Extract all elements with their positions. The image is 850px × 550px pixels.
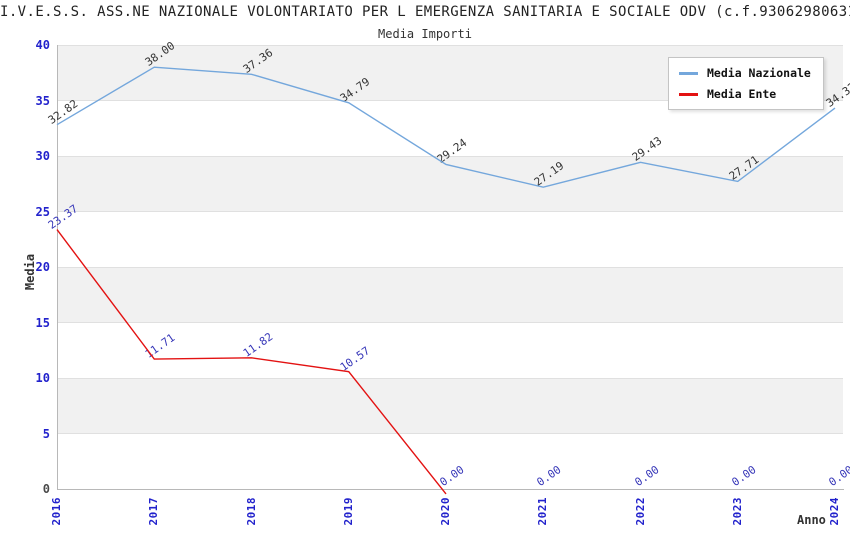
x-tick-label: 2018 bbox=[244, 497, 258, 526]
y-tick-label: 5 bbox=[42, 426, 50, 441]
gridline bbox=[57, 211, 843, 212]
data-label: 34.32 bbox=[823, 80, 850, 110]
line-media-ente bbox=[56, 229, 447, 495]
x-tick-label: 2024 bbox=[828, 497, 841, 526]
data-label: 0.00 bbox=[826, 463, 850, 489]
legend-line-swatch-blue bbox=[679, 71, 698, 75]
gridline bbox=[57, 322, 843, 323]
y-tick-label: 10 bbox=[35, 371, 50, 385]
data-label: 38.00 bbox=[142, 39, 178, 70]
data-label: 32.82 bbox=[45, 96, 81, 127]
x-tick-label: 2016 bbox=[50, 497, 63, 526]
plot-band bbox=[57, 378, 843, 434]
gridline bbox=[57, 377, 843, 379]
data-label: 23.37 bbox=[45, 201, 81, 232]
legend-item-media-nazionale: Media Nazionale bbox=[679, 66, 811, 80]
data-label: 10.57 bbox=[337, 343, 373, 374]
data-label: 29.43 bbox=[629, 134, 664, 165]
legend-item-media-ente: Media Ente bbox=[679, 87, 811, 101]
x-tick-label: 2022 bbox=[633, 497, 647, 526]
chart-subtitle: Media Importi bbox=[378, 27, 472, 41]
data-label: 0.00 bbox=[729, 463, 759, 489]
x-tick-label: 2021 bbox=[536, 497, 550, 526]
legend: Media Nazionale Media Ente bbox=[668, 57, 824, 110]
gridline bbox=[57, 44, 843, 46]
chart-title: I.V.E.S.S. ASS.NE NAZIONALE VOLONTARIATO… bbox=[0, 4, 850, 20]
legend-label: Media Ente bbox=[707, 87, 777, 101]
data-label: 27.19 bbox=[531, 159, 567, 190]
y-axis-title: Media bbox=[23, 253, 37, 291]
y-tick-label: 15 bbox=[35, 315, 50, 330]
x-axis-title: Anno bbox=[797, 513, 826, 527]
data-label: 29.24 bbox=[434, 136, 470, 167]
y-tick-label: 35 bbox=[35, 93, 50, 108]
plot-band bbox=[57, 267, 843, 323]
x-tick-label: 2020 bbox=[439, 497, 452, 526]
data-label: 0.00 bbox=[534, 463, 564, 489]
data-label: 11.82 bbox=[240, 329, 275, 360]
gridline bbox=[57, 266, 843, 268]
legend-label: Media Nazionale bbox=[707, 66, 811, 80]
legend-line-swatch-red bbox=[679, 92, 698, 96]
y-tick-label: 20 bbox=[35, 260, 50, 274]
y-tick-label: 0 bbox=[42, 482, 50, 496]
x-tick-label: 2017 bbox=[147, 497, 161, 526]
data-label: 0.00 bbox=[631, 463, 662, 489]
data-label: 27.71 bbox=[726, 153, 762, 184]
x-tick-label: 2019 bbox=[341, 497, 355, 526]
y-tick-label: 40 bbox=[35, 38, 50, 52]
data-label: 11.71 bbox=[142, 331, 178, 361]
plot-band bbox=[57, 156, 843, 212]
data-label: 0.00 bbox=[437, 463, 467, 489]
y-tick-label: 25 bbox=[35, 204, 50, 219]
data-label: 37.36 bbox=[240, 46, 275, 77]
data-label: 34.79 bbox=[337, 75, 373, 105]
y-tick-label: 30 bbox=[35, 149, 50, 163]
x-tick-label: 2023 bbox=[730, 497, 744, 526]
x-axis-line bbox=[57, 489, 844, 490]
gridline bbox=[57, 433, 843, 434]
